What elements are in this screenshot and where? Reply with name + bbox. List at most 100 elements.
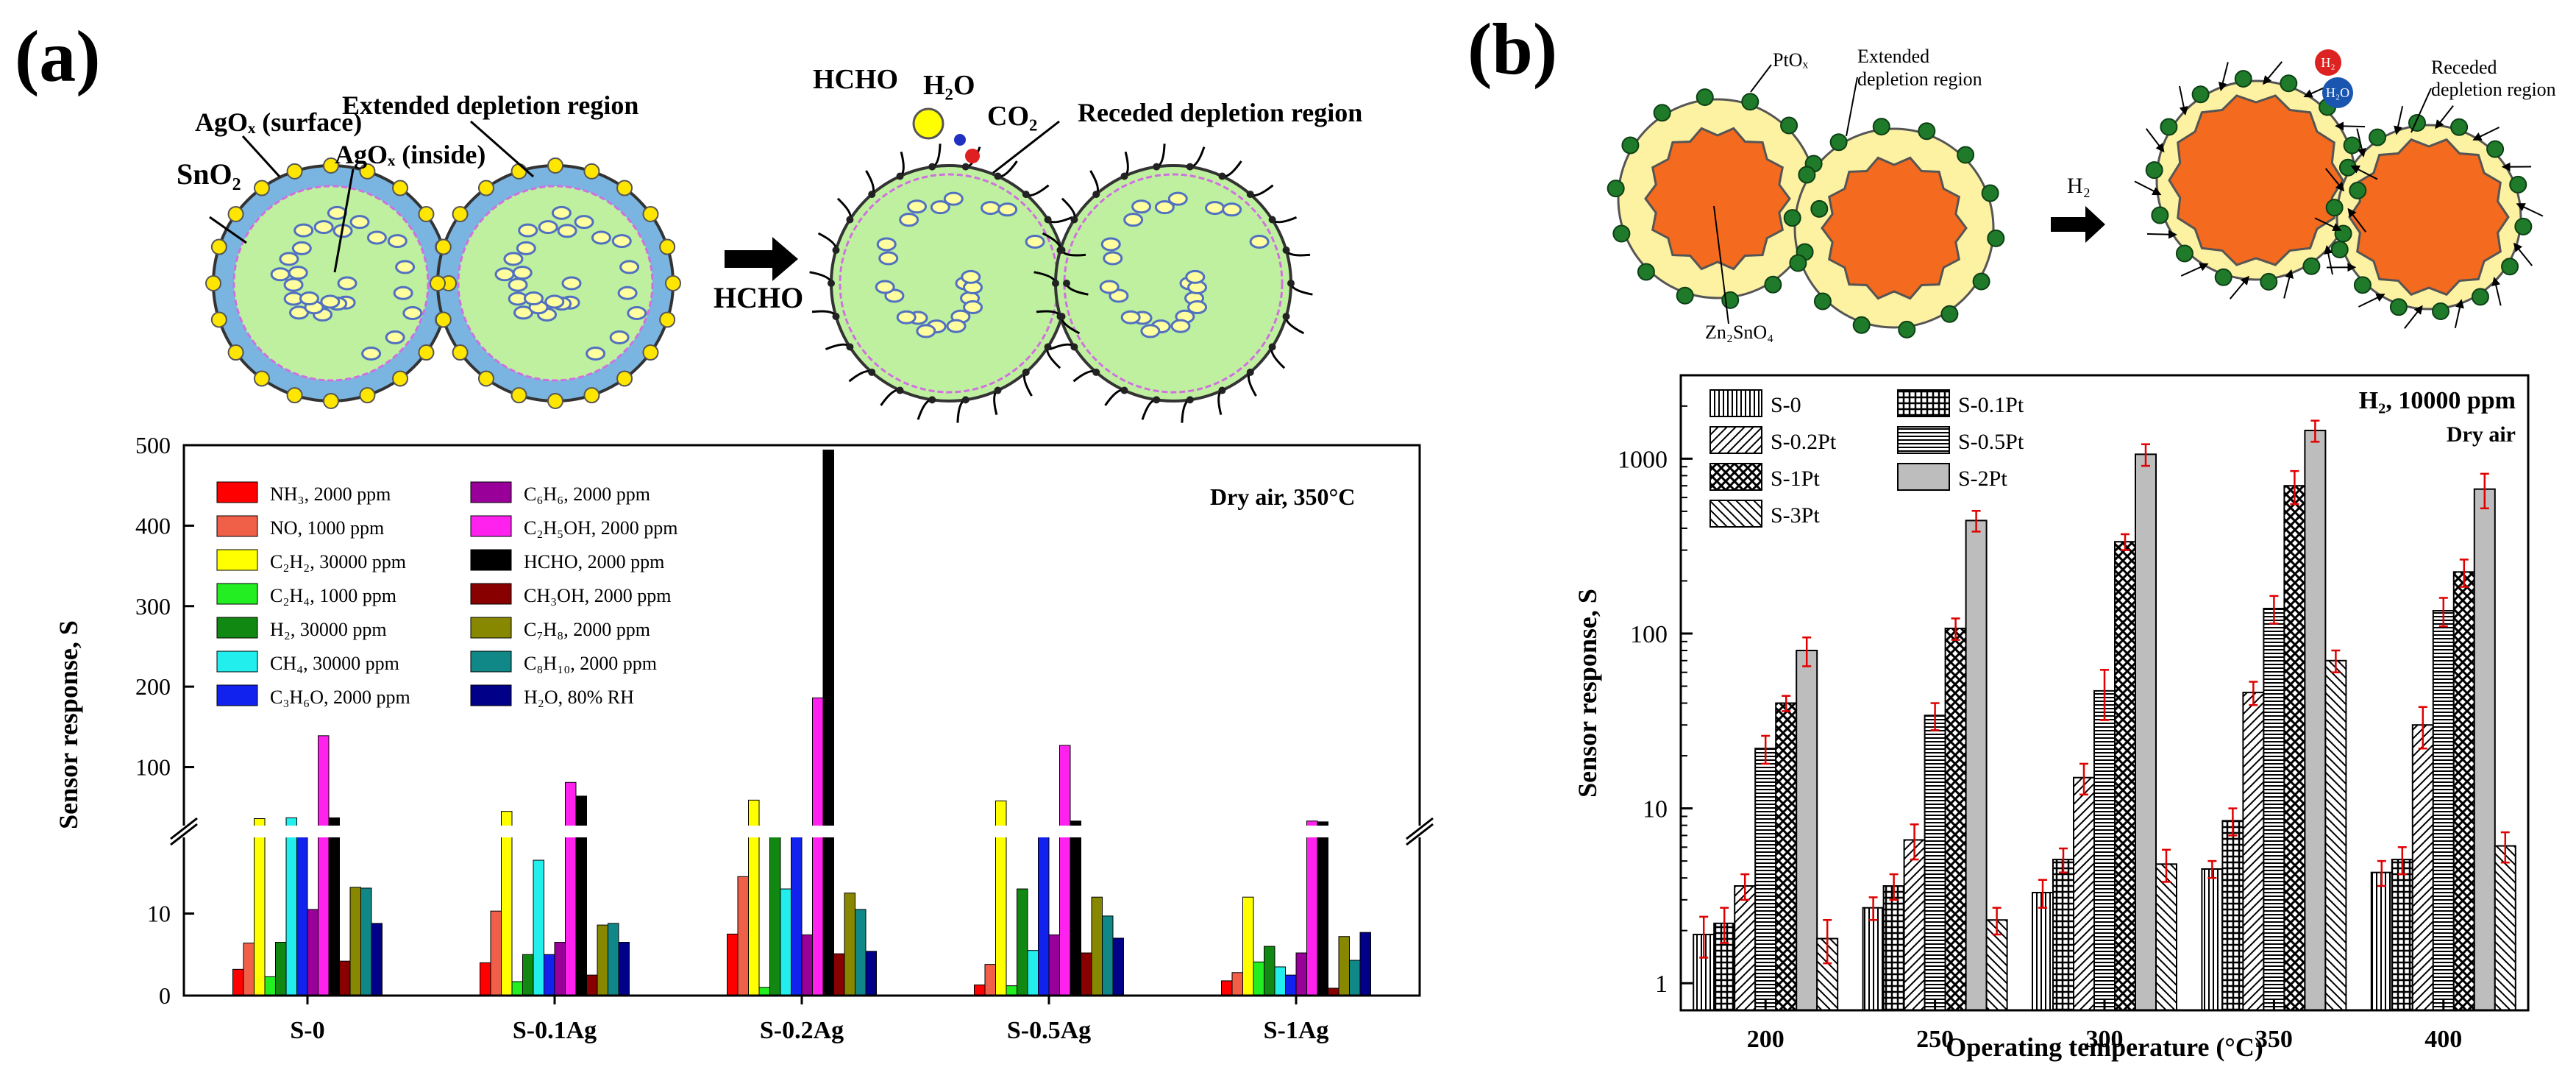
y-tick-label: 1: [1655, 971, 1668, 998]
adsorbed-species-spike: [1123, 152, 1129, 177]
bar: [360, 887, 372, 996]
bar: [522, 954, 534, 996]
agox-inside-particle: [1249, 235, 1270, 249]
agox-inside-particle: [899, 213, 919, 227]
agox-surface-particle: [286, 163, 303, 180]
y-tick-label: 10: [1643, 796, 1668, 823]
ptox-particle: [1676, 286, 1694, 305]
adsorbed-species-dot: [1268, 216, 1276, 224]
agox-inside-particle: [494, 267, 515, 282]
adsorbed-species-dot: [1218, 172, 1226, 180]
ptox-particle: [1637, 263, 1655, 281]
chart-a-title: Dry air, 350°C: [1210, 483, 1355, 510]
bar: [1048, 934, 1060, 996]
legend-swatch: [470, 583, 512, 605]
agox-inside-particle: [878, 251, 899, 266]
ptox-particle: [2334, 224, 2352, 243]
agox-inside-particle: [946, 319, 967, 333]
bar: [2135, 453, 2157, 1011]
zn-core-left-after: [2168, 94, 2344, 266]
h2o-molecule: [954, 134, 966, 146]
bar: [1253, 961, 1264, 996]
adsorbed-species-dot: [1092, 191, 1100, 199]
legend-label: C₇H₈, 2000 ppm: [524, 619, 650, 640]
agox-inside-particle: [875, 280, 895, 294]
legend-swatch: [216, 549, 258, 571]
bar: [1306, 820, 1318, 996]
ptox-particle: [2145, 161, 2163, 180]
ptox-particle: [2191, 85, 2210, 104]
ptox-particle: [1813, 292, 1832, 311]
bar: [855, 909, 867, 996]
agox-surface-particle: [227, 205, 244, 222]
ptox-particle: [2514, 217, 2533, 235]
agox-inside-particle: [387, 234, 408, 249]
agox-inside-particle: [402, 306, 423, 321]
agox-surface-particle: [227, 344, 244, 361]
bar: [1349, 960, 1361, 996]
agox-inside-particle: [508, 277, 528, 292]
ptox-particle: [2353, 276, 2372, 294]
chart-b-subtitle: Dry air: [2447, 422, 2516, 447]
legend-label: C₂H₄, 1000 ppm: [270, 585, 396, 606]
agox-inside-particle: [1187, 299, 1208, 314]
sno2-core-right-after: [1063, 173, 1284, 394]
agox-inside-particle: [963, 299, 983, 314]
bar: [490, 910, 502, 996]
legend-label: S-0: [1771, 393, 1801, 417]
agox-inside-particle: [395, 260, 416, 274]
bar: [865, 951, 877, 996]
adsorbed-species-dot: [1120, 172, 1128, 180]
leader-receded: [992, 120, 1060, 174]
bar: [1338, 936, 1350, 996]
adsorbed-species-dot: [1186, 396, 1194, 404]
ptox-particle: [1764, 275, 1782, 294]
bar: [349, 887, 361, 996]
ptox-particle: [1612, 224, 1631, 243]
adsorbed-species-spike: [899, 152, 905, 177]
agox-inside-particle: [1140, 324, 1161, 338]
agox-surface-particle: [642, 205, 659, 222]
adsorbed-species-arrow: [2263, 61, 2283, 85]
ptox-particle: [1898, 320, 1916, 338]
legend-swatch: [470, 549, 512, 571]
label-extended: Extended depletion region: [342, 91, 638, 120]
bar: [501, 811, 513, 996]
axis-break-mask: [175, 826, 1428, 837]
bar: [1944, 627, 1967, 1011]
agox-inside-particle: [907, 199, 928, 214]
adsorbed-species-dot: [1120, 386, 1128, 394]
bar: [1882, 885, 1905, 1012]
y-tick-label: 500: [135, 432, 171, 458]
ptox-particle: [2343, 136, 2361, 155]
agox-inside-particle: [961, 269, 981, 284]
bar: [1754, 748, 1777, 1011]
bar: [1242, 896, 1254, 996]
agox-inside-particle: [288, 266, 308, 280]
agox-inside-particle: [1099, 280, 1120, 294]
agox-surface-particle: [477, 370, 494, 387]
agox-inside-particle: [523, 291, 544, 306]
agox-inside-particle: [327, 205, 347, 220]
bar: [2114, 541, 2136, 1011]
leader-agox-inside: [333, 169, 355, 273]
agox-surface-particle: [392, 180, 409, 196]
adsorbed-species-dot: [846, 216, 854, 224]
legend-swatch: [470, 515, 512, 537]
agox-inside-particle: [512, 266, 533, 280]
bar: [2263, 607, 2285, 1011]
label-h2: H₂: [2321, 55, 2335, 70]
bar: [801, 934, 813, 996]
agox-inside-particle: [943, 191, 964, 206]
label-agox-surface: AgOₓ (surface): [195, 107, 362, 137]
bar: [1317, 821, 1328, 996]
agox-inside-particle: [1131, 199, 1152, 214]
bar: [1102, 915, 1114, 996]
adsorbed-species-dot: [1063, 280, 1070, 287]
agox-surface-particle: [583, 163, 600, 180]
ptox-particle: [2408, 113, 2426, 132]
adsorbed-species-dot: [961, 163, 969, 171]
adsorbed-species-arrow: [2356, 128, 2366, 157]
adsorbed-species-arrow: [2454, 299, 2464, 329]
adsorbed-species-dot: [1287, 280, 1295, 287]
